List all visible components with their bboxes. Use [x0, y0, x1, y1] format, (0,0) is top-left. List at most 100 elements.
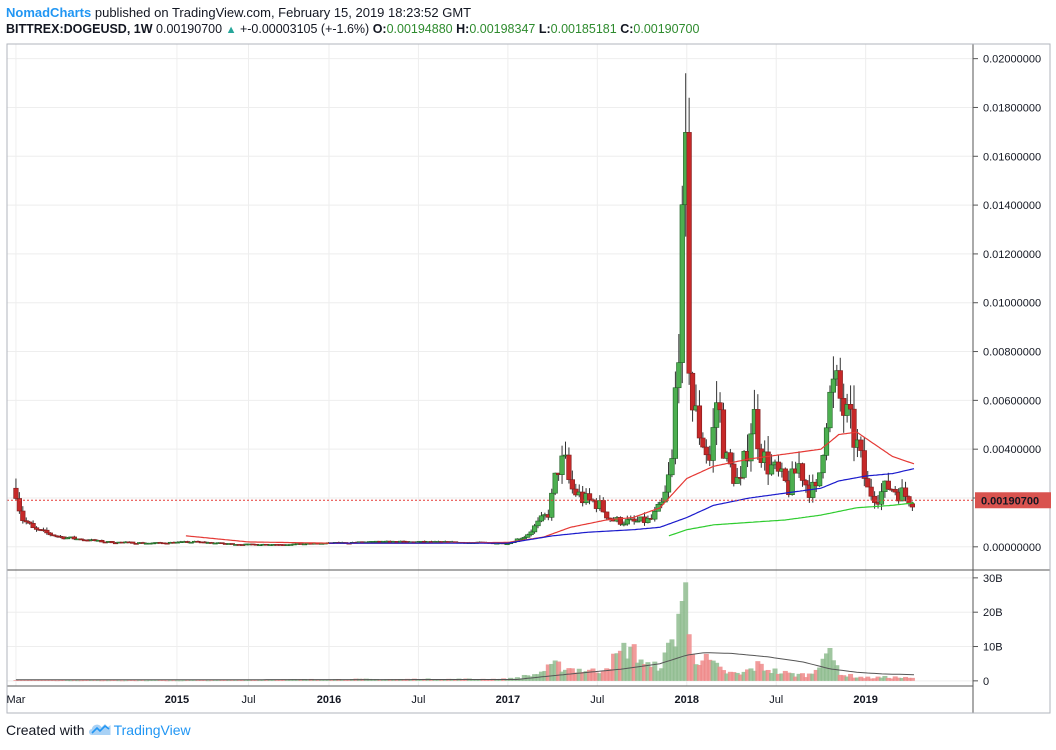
- time-tick-label: Jul: [769, 694, 783, 706]
- volume-bar: [799, 673, 805, 681]
- volume-bar: [85, 679, 91, 681]
- volume-bar: [635, 662, 641, 681]
- volume-bar: [693, 664, 699, 681]
- volume-bar: [903, 676, 909, 681]
- volume-bar: [329, 679, 335, 681]
- volume-tick-label: 30B: [983, 573, 1003, 585]
- volume-bar: [676, 613, 682, 681]
- volume-bar: [30, 680, 36, 681]
- candle-body: [851, 408, 857, 448]
- volume-bar: [779, 673, 785, 681]
- volume-bar: [552, 660, 558, 681]
- volume-bar: [47, 680, 53, 681]
- candle-body: [604, 511, 610, 519]
- volume-bar: [593, 672, 599, 681]
- volume-bar: [274, 680, 280, 681]
- volume-bar: [61, 679, 67, 681]
- volume-bar: [789, 673, 795, 681]
- open-value: 0.00194880: [386, 22, 453, 36]
- candle-body: [652, 510, 658, 520]
- volume-bar: [607, 669, 613, 681]
- volume-bar: [528, 676, 534, 681]
- volume-bar: [99, 680, 105, 682]
- candle-body: [741, 451, 747, 478]
- volume-bar: [751, 670, 757, 681]
- volume-bar: [878, 677, 884, 681]
- time-tick-label: 2015: [165, 694, 189, 706]
- triangle-up-icon: ▲: [225, 24, 237, 36]
- volume-bar: [775, 673, 781, 681]
- volume-bar: [322, 679, 328, 681]
- volume-bar: [909, 677, 915, 681]
- volume-bar: [305, 679, 311, 681]
- volume-bar: [710, 660, 716, 681]
- volume-bar: [178, 680, 184, 682]
- candle-body: [717, 402, 723, 411]
- volume-bar: [89, 679, 95, 681]
- candle-body: [827, 391, 833, 429]
- candle-body: [868, 486, 874, 497]
- volume-bar: [504, 679, 510, 681]
- candle-body: [676, 362, 682, 389]
- candle-body: [844, 404, 850, 416]
- volume-bar: [834, 665, 840, 681]
- candle-body: [727, 452, 733, 465]
- price-tick-label: 0.01600000: [983, 151, 1041, 163]
- volume-bar: [844, 676, 850, 681]
- volume-bar: [724, 673, 730, 681]
- volume-bar: [806, 673, 812, 681]
- candle-body: [700, 437, 706, 448]
- candle-body: [30, 523, 36, 529]
- volume-bar: [703, 653, 709, 681]
- tradingview-logo[interactable]: TradingView: [88, 722, 191, 738]
- volume-bar: [188, 680, 194, 681]
- volume-tick-label: 10B: [983, 642, 1003, 654]
- price-tick-label: 0.00600000: [983, 395, 1041, 407]
- symbol-line: BITTREX:DOGEUSD, 1W 0.00190700 ▲ +-0.000…: [6, 21, 699, 39]
- cloud-icon: [88, 724, 111, 735]
- candle-body: [521, 537, 527, 540]
- candle-body: [535, 520, 541, 527]
- candle-body: [16, 498, 22, 512]
- candle-body: [830, 378, 836, 393]
- volume-bar: [655, 670, 661, 681]
- volume-bar: [442, 679, 448, 681]
- candle-body: [703, 446, 709, 456]
- ma-green-line: [668, 502, 915, 537]
- candle-body: [885, 480, 891, 490]
- volume-bar: [253, 679, 259, 681]
- volume-bar: [545, 664, 551, 681]
- volume-bar: [102, 680, 108, 682]
- candle-body: [78, 538, 84, 541]
- volume-bar: [748, 668, 754, 681]
- volume-bar: [150, 680, 156, 681]
- author-name[interactable]: NomadCharts: [6, 5, 92, 20]
- volume-bar: [185, 680, 191, 681]
- volume-bar: [257, 679, 263, 681]
- volume-bar: [315, 679, 321, 681]
- candle-body: [109, 541, 115, 544]
- time-tick-label: Jul: [411, 694, 425, 706]
- candle-body: [775, 461, 782, 472]
- volume-bar: [40, 680, 46, 681]
- volume-bar: [247, 680, 253, 682]
- candle-body: [559, 455, 565, 475]
- outer-border: [6, 43, 1051, 714]
- volume-bar: [418, 679, 424, 681]
- price-chart[interactable]: 0.02000000 0.01800000 0.01600000 0.01400000…: [0, 0, 1056, 715]
- volume-bar: [868, 678, 874, 681]
- volume-bar: [233, 679, 239, 681]
- symbol-name: BITTREX:DOGEUSD, 1W: [6, 22, 153, 36]
- volume-bar: [181, 680, 187, 682]
- volume-bar: [707, 659, 713, 681]
- candle-body: [229, 543, 235, 545]
- volume-bar: [78, 680, 84, 682]
- candle-body: [566, 454, 572, 480]
- volume-bar: [573, 672, 579, 681]
- close-label: C:: [620, 22, 634, 36]
- volume-bar: [755, 661, 761, 681]
- volume-bar: [786, 672, 792, 681]
- volume-bar: [126, 680, 132, 681]
- volume-bar: [174, 680, 180, 682]
- time-tick-label: Jul: [590, 694, 604, 706]
